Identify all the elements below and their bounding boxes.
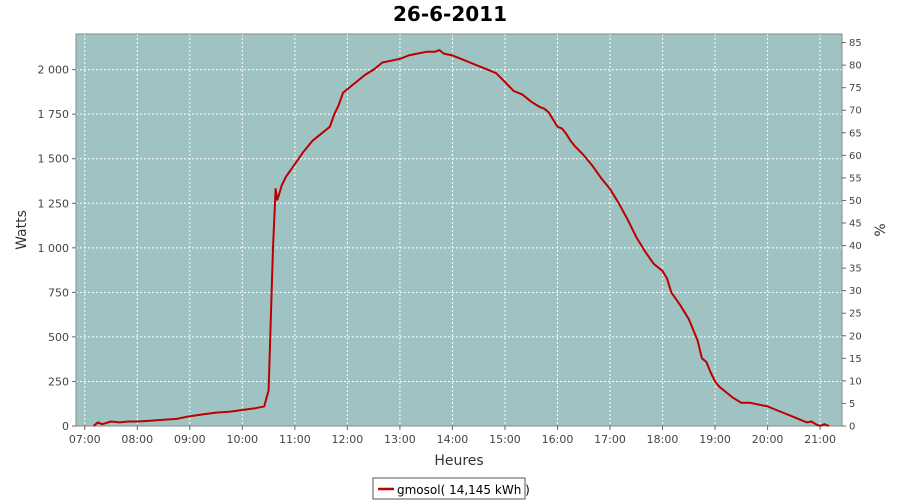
y2-tick-label: 75 (849, 83, 862, 94)
plot-area (76, 34, 842, 426)
y2-tick-label: 50 (849, 196, 862, 207)
y-tick-label: 2 000 (38, 64, 70, 77)
x-tick-label: 12:00 (332, 433, 364, 446)
y-tick-label: 500 (48, 331, 69, 344)
x-tick-label: 15:00 (489, 433, 521, 446)
x-tick-label: 13:00 (384, 433, 416, 446)
y2-tick-label: 20 (849, 331, 862, 342)
y2-tick-label: 85 (849, 38, 862, 49)
y2-tick-label: 60 (849, 151, 862, 162)
y-tick-label: 0 (62, 420, 69, 433)
x-tick-label: 19:00 (699, 433, 731, 446)
y2-tick-label: 80 (849, 61, 862, 72)
y2-tick-label: 10 (849, 376, 862, 387)
y2-tick-label: 45 (849, 219, 862, 230)
grid (76, 34, 842, 426)
data-lines (92, 49, 830, 427)
y2-axis-label: % (873, 223, 889, 236)
x-tick-label: 21:00 (804, 433, 836, 446)
y-tick-label: 1 750 (38, 108, 70, 121)
x-tick-label: 07:00 (69, 433, 101, 446)
y2-tick-label: 55 (849, 173, 862, 184)
x-tick-label: 08:00 (121, 433, 153, 446)
x-tick-label: 20:00 (752, 433, 784, 446)
x-tick-label: 14:00 (437, 433, 469, 446)
y2-tick-label: 70 (849, 106, 862, 117)
x-tick-label: 11:00 (279, 433, 311, 446)
plot-border (75, 33, 843, 427)
y2-tick-label: 65 (849, 128, 862, 139)
y2-tick-label: 15 (849, 354, 862, 365)
x-tick-label: 18:00 (647, 433, 679, 446)
x-tick-label: 16:00 (542, 433, 574, 446)
y-tick-label: 1 250 (38, 197, 70, 210)
y2-tick-label: 0 (849, 422, 855, 433)
legend: gmosol( 14,145 kWh ) (372, 477, 530, 500)
y-tick-label: 750 (48, 286, 69, 299)
chart-title: 26-6-2011 (393, 2, 507, 26)
y-axis-left: 0 250 500 750 1 000 1 250 1 500 1 750 2 000 (38, 64, 76, 433)
y2-tick-label: 35 (849, 264, 862, 275)
y-tick-label: 250 (48, 375, 69, 388)
x-tick-label: 09:00 (174, 433, 206, 446)
x-axis: 07:00 08:00 09:00 10:00 11:00 12:00 13:00 14:00… (69, 426, 836, 446)
y-tick-label: 1 500 (38, 153, 70, 166)
y2-tick-label: 40 (849, 241, 862, 252)
y2-tick-label: 5 (849, 399, 855, 410)
x-axis-label: Heures (434, 453, 483, 469)
series-line-0 (92, 49, 830, 427)
y2-tick-label: 30 (849, 286, 862, 297)
y2-tick-label: 25 (849, 309, 862, 320)
y-axis-right: 0 5 10 15 20 25 30 35 40 45 50 55 60 65 70 75 80 85 (842, 38, 862, 433)
legend-box (372, 477, 526, 500)
x-tick-label: 17:00 (594, 433, 626, 446)
x-tick-label: 10:00 (226, 433, 258, 446)
y-axis-label: Watts (14, 210, 30, 250)
legend-label: gmosol( 14,145 kWh ) (397, 483, 530, 497)
y-tick-label: 1 000 (38, 242, 70, 255)
